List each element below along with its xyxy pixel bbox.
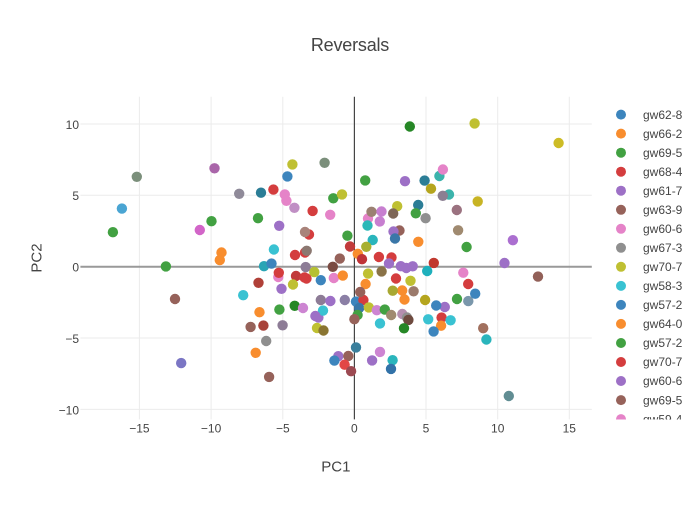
svg-text:gw64-0: gw64-0 <box>643 317 683 331</box>
svg-text:gw57-2: gw57-2 <box>643 336 683 350</box>
svg-text:10: 10 <box>491 422 505 436</box>
svg-text:0: 0 <box>72 261 79 275</box>
svg-text:−10: −10 <box>59 403 80 417</box>
svg-text:gw63-9: gw63-9 <box>643 203 683 217</box>
svg-text:5: 5 <box>72 189 79 203</box>
svg-text:−10: −10 <box>201 422 222 436</box>
svg-text:gw70-7: gw70-7 <box>643 355 683 369</box>
svg-text:10: 10 <box>66 118 80 132</box>
svg-text:gw70-7: gw70-7 <box>643 260 683 274</box>
svg-text:gw66-2: gw66-2 <box>643 127 683 141</box>
svg-text:gw60-6: gw60-6 <box>643 222 683 236</box>
svg-text:PC2: PC2 <box>29 243 46 272</box>
svg-text:−5: −5 <box>276 422 290 436</box>
svg-text:PC1: PC1 <box>321 459 350 476</box>
svg-text:gw59-4: gw59-4 <box>643 412 683 426</box>
svg-text:gw68-4: gw68-4 <box>643 165 683 179</box>
svg-text:gw60-6: gw60-6 <box>643 374 683 388</box>
svg-text:gw58-3: gw58-3 <box>643 279 683 293</box>
svg-text:gw67-3: gw67-3 <box>643 241 683 255</box>
svg-text:0: 0 <box>351 422 358 436</box>
svg-text:−15: −15 <box>129 422 150 436</box>
svg-text:5: 5 <box>423 422 430 436</box>
svg-text:gw69-5: gw69-5 <box>643 146 683 160</box>
svg-text:gw61-7: gw61-7 <box>643 184 683 198</box>
svg-text:15: 15 <box>563 422 577 436</box>
svg-text:gw62-8: gw62-8 <box>643 108 683 122</box>
svg-text:Reversals: Reversals <box>311 35 389 55</box>
svg-text:gw57-2: gw57-2 <box>643 298 683 312</box>
svg-text:−5: −5 <box>65 332 79 346</box>
svg-text:gw69-5: gw69-5 <box>643 393 683 407</box>
